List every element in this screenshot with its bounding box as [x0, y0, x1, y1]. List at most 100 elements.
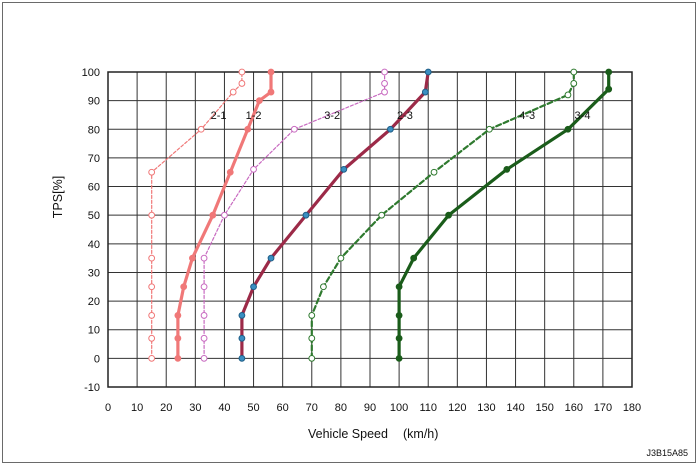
series-label-2-3: 2-3 [397, 110, 413, 122]
data-point-4-3 [564, 91, 572, 99]
data-point-3-4 [395, 334, 403, 342]
series-line-2-3 [240, 70, 430, 360]
x-tick-label: 170 [594, 402, 612, 414]
data-point-2-1 [238, 68, 246, 76]
data-point-4-3 [570, 68, 578, 76]
y-tick-label: 90 [88, 96, 100, 108]
data-point-2-3 [238, 312, 246, 319]
data-point-4-3 [308, 312, 316, 319]
series-3-2 [200, 68, 388, 362]
series-label-4-3: 4-3 [519, 110, 535, 122]
data-point-1-2 [244, 125, 252, 133]
series-2-1 [148, 68, 246, 362]
y-axis-label: TPS[%] [51, 176, 65, 218]
y-tick-label: -10 [84, 382, 100, 394]
y-tick-label: 50 [88, 210, 100, 222]
data-point-4-3 [308, 334, 316, 342]
data-point-3-2 [200, 354, 208, 362]
data-point-3-2 [381, 88, 388, 96]
grid [107, 71, 633, 388]
x-axis-label: Vehicle Speed [308, 427, 388, 441]
x-tick-label: 80 [335, 402, 347, 414]
y-tick-label: 60 [88, 182, 100, 194]
series-line-3-4 [397, 70, 611, 360]
data-point-3-4 [605, 85, 613, 93]
x-tick-label: 130 [477, 402, 495, 414]
data-point-2-1 [238, 80, 246, 87]
y-tick-label: 30 [88, 267, 100, 279]
x-tick-label: 180 [623, 402, 641, 414]
y-tick-label: 70 [88, 153, 100, 165]
series-4-3 [308, 68, 578, 362]
data-point-2-3 [302, 211, 310, 219]
series-label-2-1: 2-1 [211, 110, 227, 122]
data-point-1-2 [255, 97, 263, 105]
data-point-4-3 [378, 211, 386, 219]
plot-border [107, 71, 633, 388]
data-point-1-2 [174, 334, 182, 342]
x-axis-unit: (km/h) [403, 427, 438, 441]
x-tick-label: 90 [364, 402, 376, 414]
tick-labels: 0 10 20 30 40 50 60 70 80 90 100 110 120 130 140 150 160… [82, 67, 642, 414]
data-point-3-4 [395, 283, 403, 291]
data-point-3-2 [221, 211, 228, 219]
data-point-3-4 [564, 125, 572, 133]
data-point-3-2 [381, 80, 388, 87]
series-label-3-4: 3-4 [575, 110, 591, 122]
data-point-1-2 [180, 283, 188, 291]
series-label-1-2: 1-2 [246, 110, 262, 122]
x-tick-label: 50 [247, 402, 259, 414]
data-point-2-3 [238, 334, 246, 342]
data-point-3-2 [200, 254, 208, 262]
data-point-1-2 [189, 254, 196, 262]
data-point-2-1 [148, 283, 156, 291]
data-point-1-2 [209, 211, 217, 219]
data-point-3-2 [290, 125, 298, 133]
x-tick-label: 40 [218, 402, 230, 414]
series-group [148, 68, 613, 362]
x-tick-label: 160 [565, 402, 583, 414]
data-point-1-2 [267, 88, 275, 96]
data-point-2-3 [238, 354, 246, 362]
series-label-3-2: 3-2 [324, 110, 340, 122]
x-tick-label: 110 [419, 402, 437, 414]
x-tick-label: 20 [160, 402, 172, 414]
y-tick-label: 100 [82, 67, 100, 79]
x-tick-label: 120 [448, 402, 466, 414]
series-2-3 [238, 68, 432, 362]
data-point-2-1 [148, 354, 156, 362]
data-point-4-3 [430, 168, 438, 176]
data-point-1-2 [226, 168, 234, 176]
data-point-2-1 [229, 88, 237, 96]
figure-frame [2, 2, 696, 463]
x-tick-label: 150 [535, 402, 553, 414]
series-line-4-3 [310, 70, 575, 360]
data-point-3-4 [410, 254, 418, 262]
data-point-4-3 [570, 80, 578, 87]
data-point-2-3 [424, 68, 432, 76]
x-tick-label: 60 [277, 402, 289, 414]
data-point-4-3 [485, 125, 493, 133]
data-point-4-3 [308, 354, 316, 362]
data-point-3-2 [381, 68, 388, 76]
y-tick-label: 0 [94, 353, 100, 365]
data-point-2-3 [250, 283, 257, 291]
data-point-2-3 [267, 254, 275, 262]
data-point-2-1 [148, 211, 156, 219]
x-tick-label: 140 [506, 402, 524, 414]
data-point-1-2 [174, 312, 182, 319]
y-tick-label: 20 [88, 296, 100, 308]
data-point-3-4 [605, 68, 613, 76]
y-tick-label: 10 [88, 325, 100, 337]
data-point-3-2 [200, 312, 208, 319]
data-point-2-3 [386, 125, 394, 133]
data-point-3-4 [445, 211, 453, 219]
data-point-3-4 [395, 312, 403, 319]
data-point-3-2 [250, 165, 257, 173]
data-point-2-1 [148, 312, 156, 319]
data-point-2-1 [148, 334, 156, 342]
x-tick-label: 100 [390, 402, 408, 414]
data-point-4-3 [320, 283, 327, 291]
